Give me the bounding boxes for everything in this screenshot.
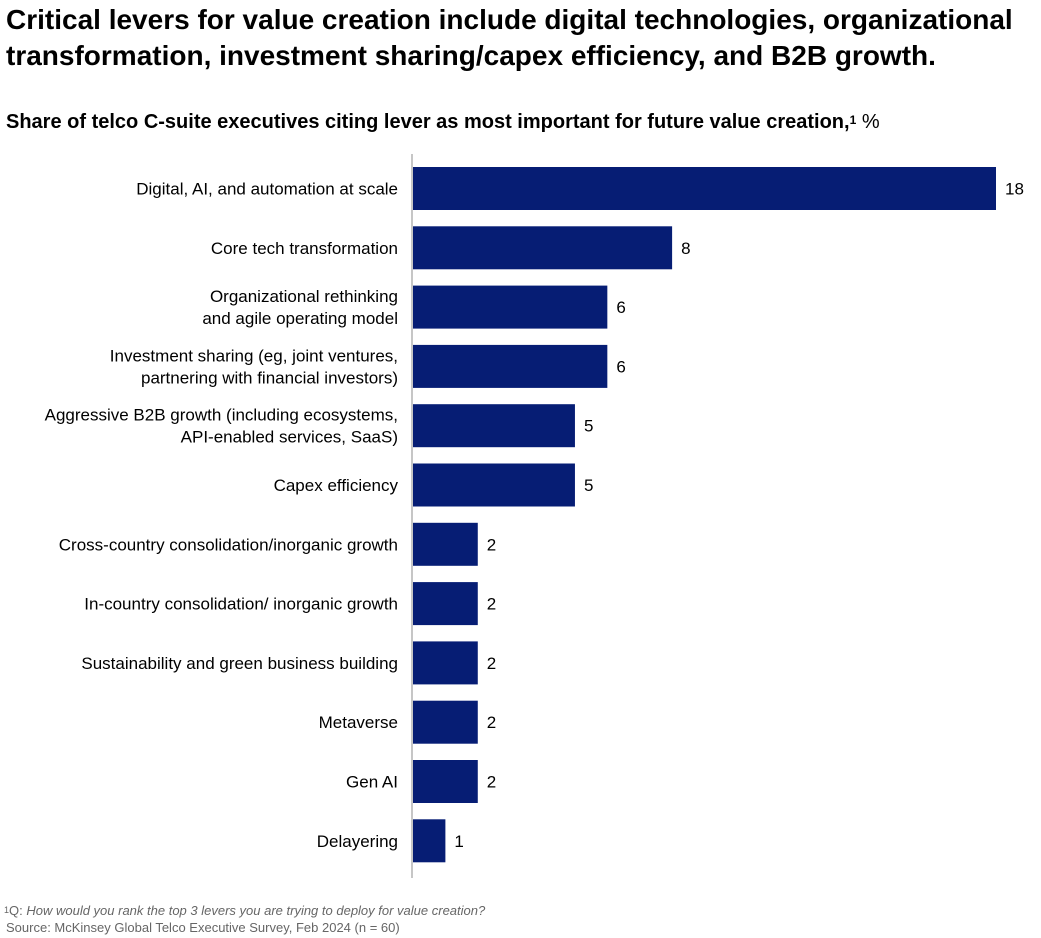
category-label-line: Investment sharing (eg, joint ventures,	[110, 346, 398, 365]
footnote-mark: 1	[4, 905, 10, 915]
footnote: 1Q: How would you rank the top 3 levers …	[4, 902, 485, 919]
bar	[413, 700, 478, 744]
category-label-line: Metaverse	[319, 713, 398, 732]
category-label-line: partnering with financial investors)	[141, 368, 398, 387]
data-label: 2	[487, 535, 496, 554]
data-label: 5	[584, 417, 593, 436]
footnote-question: How would you rank the top 3 levers you …	[26, 903, 486, 918]
bar	[413, 641, 478, 685]
category-label-line: Capex efficiency	[274, 476, 399, 495]
category-label-line: Organizational rethinking	[210, 287, 398, 306]
category-label: Gen AI	[346, 773, 398, 792]
data-label: 8	[681, 239, 690, 258]
data-label: 1	[454, 832, 463, 851]
category-label: Aggressive B2B growth (including ecosyst…	[45, 406, 398, 447]
data-label: 6	[616, 298, 625, 317]
category-label-line: API-enabled services, SaaS)	[181, 428, 398, 447]
data-label: 2	[487, 773, 496, 792]
data-label: 2	[487, 713, 496, 732]
category-label: Organizational rethinking and agile opera…	[202, 287, 398, 328]
source-note: Source: McKinsey Global Telco Executive …	[6, 920, 400, 935]
bar	[413, 760, 478, 803]
bar	[413, 344, 608, 388]
category-label-line: Digital, AI, and automation at scale	[136, 180, 398, 199]
data-label: 5	[584, 476, 593, 495]
category-label-line: In-country consolidation/ inorganic grow…	[84, 595, 398, 614]
category-label: Core tech transformation	[211, 239, 398, 258]
bar	[413, 167, 996, 210]
category-label-line: Cross-country consolidation/inorganic gr…	[59, 535, 398, 554]
bar-chart: 18 Digital, AI, and automation at scale 8 C…	[45, 154, 1024, 878]
bar	[413, 404, 575, 448]
category-label: Investment sharing (eg, joint ventures, p…	[110, 346, 398, 387]
chart-subtitle: Share of telco C-suite executives citing…	[6, 108, 880, 136]
category-label: Capex efficiency	[274, 476, 399, 495]
category-label-line: and agile operating model	[202, 309, 398, 328]
category-label-line: Aggressive B2B growth (including ecosyst…	[45, 406, 398, 425]
category-label-line: Core tech transformation	[211, 239, 398, 258]
chart-headline: Critical levers for value creation inclu…	[6, 4, 1013, 71]
category-label: Digital, AI, and automation at scale	[136, 180, 398, 199]
category-label-line: Gen AI	[346, 773, 398, 792]
bar	[413, 819, 446, 863]
category-label: Delayering	[317, 832, 398, 851]
category-label-line: Sustainability and green business buildi…	[81, 654, 398, 673]
bar	[413, 463, 575, 507]
data-label: 18	[1005, 180, 1024, 199]
category-label: Metaverse	[319, 713, 398, 732]
data-label: 2	[487, 595, 496, 614]
data-label: 6	[616, 357, 625, 376]
data-label: 2	[487, 654, 496, 673]
bar	[413, 582, 478, 626]
subtitle-footnote-mark: 1	[849, 113, 857, 127]
subtitle-unit: %	[861, 111, 880, 133]
category-label-line: Delayering	[317, 832, 398, 851]
bar	[413, 226, 673, 270]
bar	[413, 522, 478, 566]
category-label: In-country consolidation/ inorganic grow…	[84, 595, 398, 614]
category-label: Cross-country consolidation/inorganic gr…	[59, 535, 398, 554]
footnote-prefix: Q:	[9, 903, 27, 918]
category-label: Sustainability and green business buildi…	[81, 654, 398, 673]
bar	[413, 285, 608, 329]
subtitle-text: Share of telco C-suite executives citing…	[6, 111, 850, 133]
